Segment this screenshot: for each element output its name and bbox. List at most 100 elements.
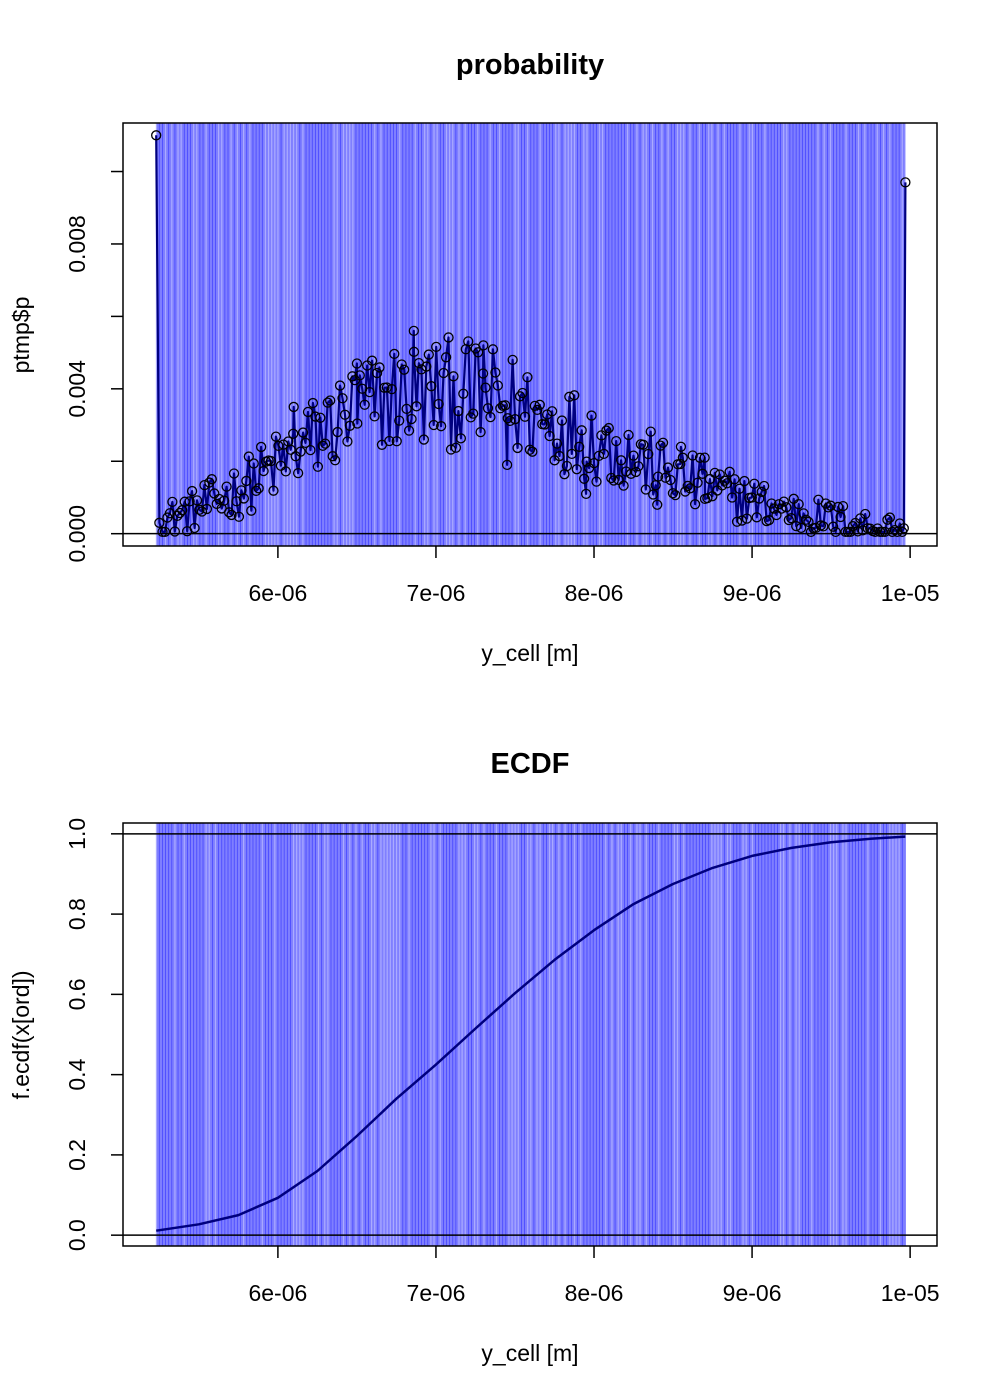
data-point (238, 493, 250, 504)
data-point (433, 398, 444, 410)
data-point (246, 505, 257, 516)
data-point (603, 422, 614, 434)
data-point (371, 367, 383, 379)
data-point (554, 450, 565, 462)
data-point (492, 380, 504, 391)
data-point (472, 347, 484, 358)
data-point (280, 466, 291, 477)
data-point (726, 492, 738, 503)
data-point (386, 383, 397, 395)
probability-y-tick-label: 0.004 (64, 360, 90, 418)
data-point (791, 520, 802, 532)
data-point (758, 480, 770, 492)
data-point (625, 468, 637, 479)
data-point (435, 421, 447, 432)
data-point (522, 372, 533, 383)
data-point (438, 367, 449, 379)
data-point (453, 405, 464, 417)
data-point (384, 435, 395, 447)
data-point (223, 507, 235, 518)
data-point (396, 359, 407, 370)
data-point (440, 352, 452, 363)
data-point (593, 450, 605, 462)
data-point (751, 512, 762, 523)
probability-x-tick-label: 1e-05 (881, 580, 940, 606)
data-point (660, 472, 671, 483)
data-point (455, 433, 467, 444)
data-point (729, 474, 740, 485)
data-point (655, 440, 666, 451)
data-point (288, 401, 299, 413)
data-point (574, 441, 585, 452)
data-point (581, 456, 592, 467)
data-point (648, 489, 659, 500)
data-point (154, 517, 165, 528)
data-point (477, 368, 489, 379)
data-point (869, 526, 881, 538)
data-point (539, 419, 550, 430)
data-point (329, 455, 341, 466)
data-point (645, 426, 656, 437)
probability-y-axis-label: ptmp$p (8, 297, 34, 374)
data-point (618, 480, 629, 491)
data-point (428, 419, 439, 431)
data-point (749, 478, 760, 489)
data-point (300, 437, 311, 449)
data-point (351, 358, 363, 369)
data-point (418, 434, 430, 445)
data-point (685, 483, 696, 494)
data-point (231, 496, 242, 507)
data-point (366, 355, 378, 366)
data-point (507, 354, 518, 366)
data-point (241, 475, 252, 487)
data-point (615, 455, 627, 466)
data-point (828, 521, 839, 532)
data-point (196, 506, 208, 517)
data-point (527, 446, 538, 457)
probability-plot-frame (122, 122, 938, 547)
data-point (221, 481, 232, 492)
data-point (569, 390, 580, 401)
data-point (374, 362, 385, 373)
data-point (534, 399, 545, 410)
data-point (731, 516, 743, 527)
data-point (389, 348, 400, 360)
data-point (771, 509, 782, 521)
data-point (588, 457, 600, 469)
data-point (571, 464, 582, 475)
data-point (450, 442, 462, 453)
data-point (670, 489, 681, 501)
data-point (786, 513, 797, 524)
ecdf-y-tick-label: 0.2 (64, 1139, 90, 1171)
data-point (544, 430, 555, 442)
data-point (194, 504, 205, 515)
data-point (714, 469, 725, 480)
data-point (781, 502, 792, 513)
data-point (741, 513, 753, 524)
data-point (199, 479, 210, 491)
data-point (320, 438, 331, 449)
data-point (214, 493, 225, 505)
data-point (485, 411, 496, 423)
data-point (803, 516, 814, 528)
probability-markers (151, 130, 911, 538)
data-point (657, 437, 669, 448)
data-point (431, 341, 442, 353)
data-point (879, 526, 891, 538)
data-point (652, 499, 663, 510)
data-point (317, 440, 328, 451)
data-point (576, 425, 587, 436)
data-point (478, 340, 489, 351)
data-point (408, 325, 419, 337)
data-point (719, 475, 730, 486)
data-point (830, 526, 841, 538)
data-point (857, 525, 868, 536)
data-point (514, 391, 526, 402)
data-point (270, 431, 282, 442)
ecdf-panel: ECDF y_cell [m] f.ecdf(x[ord]) 6e-06 7e-0… (8, 748, 940, 1366)
data-point (763, 515, 775, 526)
data-point (756, 486, 767, 497)
data-point (501, 459, 513, 471)
data-point (860, 508, 871, 520)
